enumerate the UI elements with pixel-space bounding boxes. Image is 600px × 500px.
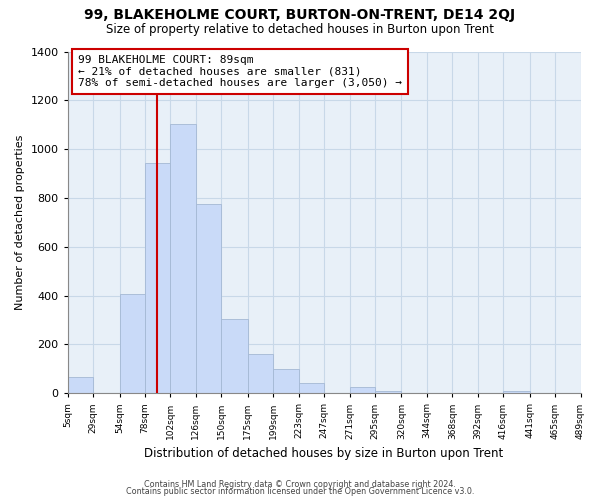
X-axis label: Distribution of detached houses by size in Burton upon Trent: Distribution of detached houses by size … — [145, 447, 504, 460]
Text: 99 BLAKEHOLME COURT: 89sqm
← 21% of detached houses are smaller (831)
78% of sem: 99 BLAKEHOLME COURT: 89sqm ← 21% of deta… — [78, 55, 402, 88]
Y-axis label: Number of detached properties: Number of detached properties — [15, 134, 25, 310]
Bar — [350, 387, 375, 394]
Bar — [221, 319, 248, 394]
Text: Contains HM Land Registry data © Crown copyright and database right 2024.: Contains HM Land Registry data © Crown c… — [144, 480, 456, 489]
Bar — [145, 162, 170, 394]
Text: Size of property relative to detached houses in Burton upon Trent: Size of property relative to detached ho… — [106, 22, 494, 36]
Bar — [273, 369, 299, 394]
Bar — [119, 294, 145, 394]
Text: 99, BLAKEHOLME COURT, BURTON-ON-TRENT, DE14 2QJ: 99, BLAKEHOLME COURT, BURTON-ON-TRENT, D… — [85, 8, 515, 22]
Bar — [248, 354, 273, 394]
Bar — [68, 378, 93, 394]
Bar — [375, 391, 401, 394]
Text: Contains public sector information licensed under the Open Government Licence v3: Contains public sector information licen… — [126, 487, 474, 496]
Bar — [503, 391, 530, 394]
Bar — [196, 204, 221, 394]
Bar — [299, 384, 324, 394]
Bar — [170, 124, 196, 394]
